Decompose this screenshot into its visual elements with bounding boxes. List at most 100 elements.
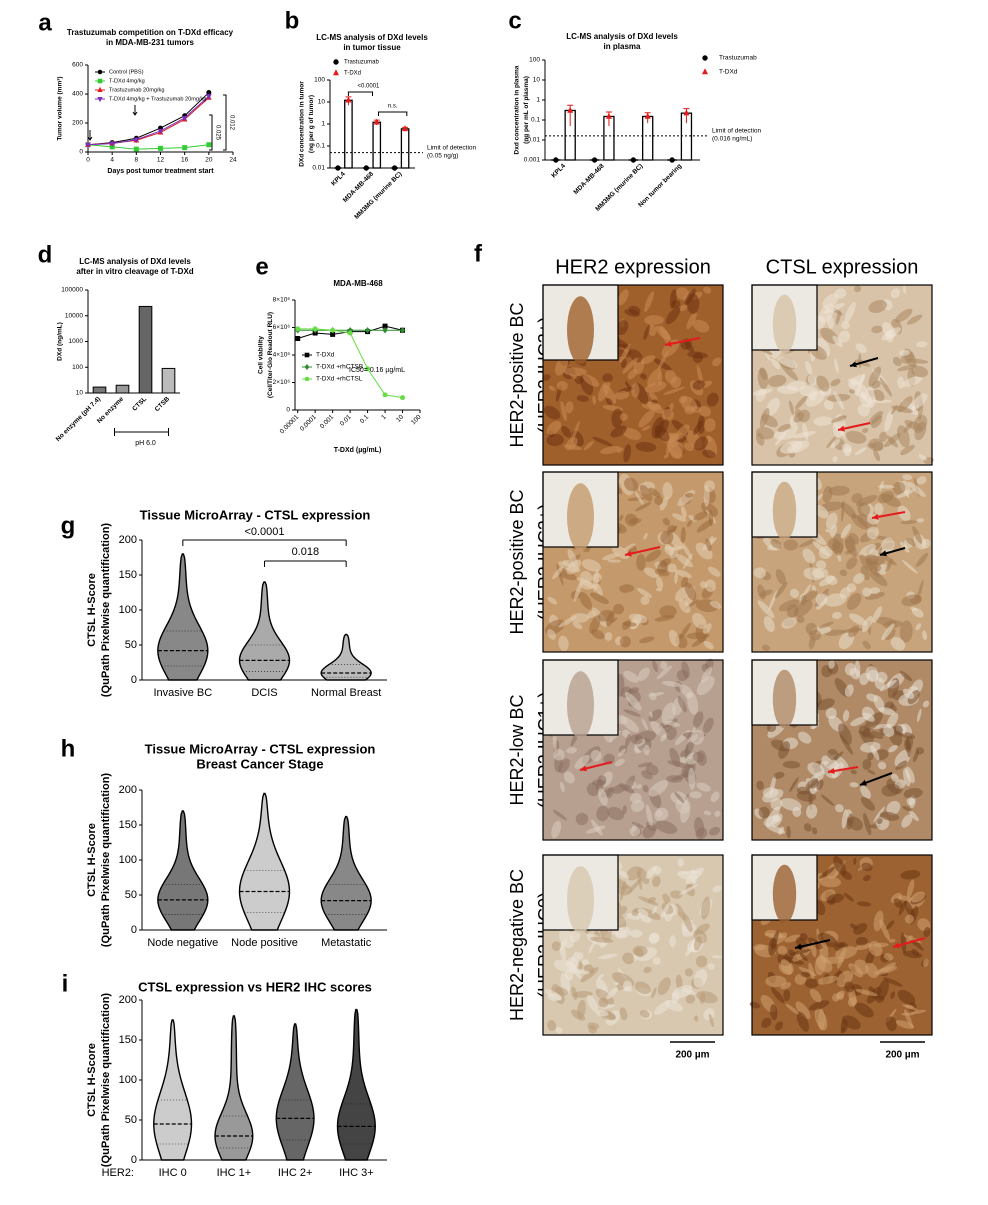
tissue-blob — [892, 356, 902, 367]
significance-bracket — [209, 114, 213, 151]
tissue-blob — [624, 380, 631, 390]
marker — [567, 106, 574, 113]
tissue-blob — [839, 569, 848, 577]
marker — [295, 326, 301, 332]
tissue-blob — [841, 321, 850, 330]
series-line — [87, 92, 210, 146]
tissue-blob — [805, 622, 818, 636]
row-label: HER2-positive BC — [507, 489, 527, 634]
lod-label: (0.016 ng/mL) — [712, 136, 752, 143]
tissue-blob — [692, 612, 707, 629]
tissue-blob — [647, 368, 662, 387]
tissue-blob — [691, 729, 705, 745]
annotation: <0.0001 — [244, 526, 284, 538]
tissue-blob — [869, 570, 888, 587]
x-tick-label: 100 — [410, 413, 423, 426]
tissue-blob — [695, 955, 708, 968]
chart-title: Trastuzumab competition on T-DXd efficac… — [67, 28, 234, 37]
tissue-blob — [637, 667, 650, 681]
tissue-blob — [640, 355, 656, 365]
tissue-blob — [879, 811, 900, 821]
y-tick-label: 200 — [119, 534, 137, 546]
tissue-blob — [555, 1026, 563, 1034]
tissue-blob — [890, 288, 901, 299]
tissue-blob — [622, 980, 633, 991]
tissue-blob — [659, 496, 668, 511]
tissue-blob — [678, 395, 688, 404]
tissue-blob — [849, 782, 859, 788]
tissue-blob — [802, 548, 816, 564]
marker — [333, 59, 339, 65]
tissue-blob — [868, 411, 883, 425]
ph-bracket — [114, 428, 169, 436]
tissue-blob — [902, 285, 907, 294]
tissue-blob — [918, 454, 927, 461]
inset-tissue — [772, 669, 797, 729]
marker — [304, 352, 310, 358]
tissue-blob — [881, 537, 895, 553]
tissue-blob — [634, 502, 652, 512]
tissue-blob — [897, 505, 911, 522]
tissue-blob — [581, 559, 601, 572]
tissue-blob — [778, 741, 791, 759]
tissue-blob — [771, 358, 781, 370]
y-tick-label: 50 — [125, 889, 137, 901]
tissue-blob — [897, 989, 916, 1005]
tissue-blob — [860, 785, 871, 799]
tissue-blob — [636, 553, 646, 571]
tissue-blob — [546, 420, 562, 435]
tissue-blob — [691, 635, 707, 648]
tissue-blob — [797, 409, 811, 423]
marker — [365, 366, 371, 372]
tissue-blob — [859, 544, 877, 557]
x-axis-label: T-DXd (µg/mL) — [334, 447, 382, 454]
tissue-blob — [916, 518, 925, 523]
x-tick-label: Non tumor bearing — [637, 163, 683, 209]
tissue-blob — [674, 572, 678, 584]
tissue-blob — [649, 392, 658, 402]
tissue-blob — [582, 374, 600, 387]
tissue-blob — [861, 616, 873, 633]
tissue-blob — [575, 812, 589, 826]
tissue-blob — [873, 966, 898, 975]
tissue-blob — [893, 730, 911, 740]
tissue-blob — [873, 910, 884, 932]
y-tick-label: 10 — [533, 77, 541, 84]
tissue-blob — [619, 1007, 628, 1021]
ihc-image — [542, 658, 724, 841]
row-label: HER2-negative BC — [507, 869, 527, 1021]
marker — [683, 109, 690, 116]
marker — [644, 112, 651, 119]
tissue-blob — [858, 730, 876, 739]
tissue-blob — [915, 623, 922, 631]
x-tick-label: Node positive — [231, 937, 298, 949]
marker — [669, 157, 675, 163]
tissue-blob — [622, 805, 627, 815]
x-tick-label: CTSB — [154, 395, 172, 413]
y-tick-label: 0 — [131, 924, 137, 936]
tissue-blob — [764, 352, 771, 361]
tissue-blob — [555, 987, 569, 996]
tissue-blob — [821, 755, 839, 771]
tissue-blob — [604, 632, 613, 641]
tissue-blob — [559, 928, 574, 949]
tissue-blob — [916, 708, 922, 723]
tissue-blob — [807, 374, 817, 386]
tissue-blob — [662, 893, 671, 905]
y-tick-label: 0.001 — [524, 157, 541, 164]
marker — [97, 97, 103, 103]
annotation: n.s. — [388, 104, 398, 110]
legend-label: T-DXd +rhCTSB — [316, 364, 363, 371]
tissue-blob — [775, 429, 788, 446]
tissue-blob — [611, 408, 623, 428]
y-axis-label: (ng per g of tumor) — [308, 95, 315, 153]
tissue-blob — [551, 941, 562, 951]
tissue-blob — [655, 820, 678, 834]
marker — [97, 78, 103, 84]
tissue-blob — [823, 399, 834, 411]
tissue-blob — [854, 959, 869, 975]
tissue-blob — [624, 309, 640, 317]
tissue-blob — [798, 731, 812, 744]
tissue-blob — [651, 906, 658, 915]
tissue-blob — [693, 711, 704, 728]
